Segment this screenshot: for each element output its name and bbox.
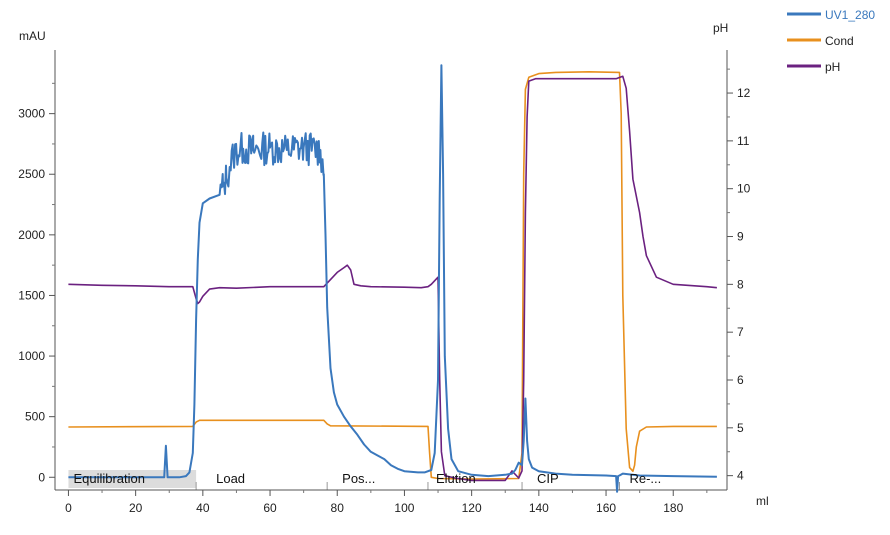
legend: UV1_280 Cond pH: [787, 8, 875, 74]
x-tick-label: 180: [663, 501, 683, 515]
x-tick-label: 140: [529, 501, 549, 515]
x-tick-label: 40: [196, 501, 210, 515]
right-tick-label: 9: [737, 230, 744, 244]
right-tick-label: 7: [737, 325, 744, 339]
x-tick-label: 120: [462, 501, 482, 515]
right-tick-label: 8: [737, 277, 744, 291]
x-tick-label: 80: [331, 501, 345, 515]
phase-label-0: Equilibration: [73, 471, 145, 486]
phase-label-2: Pos...: [342, 471, 375, 486]
series-line-cond: [68, 71, 717, 480]
legend-label-2: pH: [825, 60, 840, 74]
phase-label-4: CIP: [537, 471, 559, 486]
left-tick-label: 0: [38, 470, 45, 484]
left-tick-label: 1000: [18, 349, 45, 363]
right-tick-label: 5: [737, 421, 744, 435]
left-axis-title: mAU: [19, 29, 46, 43]
phase-label-5: Re-...: [629, 471, 661, 486]
axes: 0 20 40 60 80 100 120 140 160 180 0 500 1000 1500 2000…: [18, 50, 751, 515]
left-tick-label: 2000: [18, 228, 45, 242]
legend-label-1: Cond: [825, 34, 854, 48]
series-line-uv1-280: [68, 64, 717, 493]
x-tick-label: 0: [65, 501, 72, 515]
x-axis-title: ml: [756, 494, 769, 508]
right-tick-label: 10: [737, 182, 751, 196]
x-tick-label: 100: [394, 501, 414, 515]
left-tick-label: 1500: [18, 288, 45, 302]
left-tick-label: 2500: [18, 167, 45, 181]
legend-label-0: UV1_280: [825, 8, 875, 22]
left-tick-label: 500: [25, 410, 45, 424]
right-tick-label: 12: [737, 86, 751, 100]
x-tick-label: 160: [596, 501, 616, 515]
phase-labels: Equilibration Load Pos... Elution CIP Re-...: [73, 471, 661, 486]
right-tick-label: 4: [737, 469, 744, 483]
series-lines: [68, 64, 717, 493]
x-tick-label: 20: [129, 501, 143, 515]
right-tick-label: 6: [737, 373, 744, 387]
phase-label-3: Elution: [436, 471, 476, 486]
right-axis-title: pH: [713, 21, 728, 35]
x-tick-label: 60: [263, 501, 277, 515]
series-line-ph: [68, 75, 717, 482]
phase-label-1: Load: [216, 471, 245, 486]
right-tick-label: 11: [737, 134, 750, 148]
left-tick-label: 3000: [18, 107, 45, 121]
